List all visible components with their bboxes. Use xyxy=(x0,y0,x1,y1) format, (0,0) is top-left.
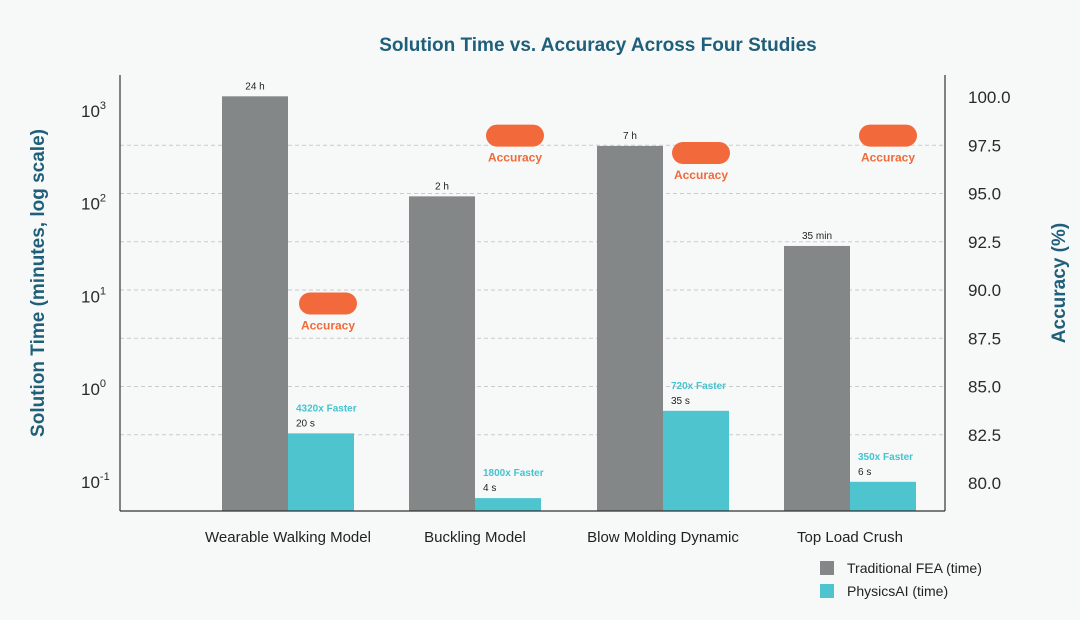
x-category-label: Blow Molding Dynamic xyxy=(587,529,739,546)
bar-value-label: 4 s xyxy=(483,483,496,494)
y-tick-label: 100 xyxy=(81,378,106,399)
speedup-label: 1800x Faster xyxy=(483,468,544,479)
y2-tick-label: 85.0 xyxy=(968,378,1001,397)
y-axis-ticks: 103 102 101 100 10-1 xyxy=(81,100,110,492)
y2-axis-ticks: 100.0 97.5 95.0 92.5 90.0 87.5 85.0 82.5 80.0 xyxy=(968,88,1011,493)
y-tick-label: 103 xyxy=(81,100,106,121)
y2-tick-label: 90.0 xyxy=(968,281,1001,300)
bar-traditional-fea xyxy=(784,245,850,511)
speedup-label: 720x Faster xyxy=(671,381,726,392)
y2-tick-label: 97.5 xyxy=(968,136,1001,155)
x-category-label: Wearable Walking Model xyxy=(205,529,371,546)
bar-value-label: 20 s xyxy=(296,418,315,429)
accuracy-label: Accuracy xyxy=(674,168,728,182)
accuracy-marker xyxy=(859,124,917,147)
x-category-label: Buckling Model xyxy=(424,529,526,546)
bar-value-label: 35 min xyxy=(802,231,832,242)
legend: Traditional FEA (time) PhysicsAI (time) xyxy=(820,560,982,599)
y2-tick-label: 80.0 xyxy=(968,474,1001,493)
y-tick-label: 10-1 xyxy=(81,471,110,492)
y-axis-title: Solution Time (minutes, log scale) xyxy=(28,129,49,437)
bar-traditional-fea xyxy=(597,145,663,511)
bar-value-label: 6 s xyxy=(858,467,871,478)
y2-tick-label: 95.0 xyxy=(968,185,1001,204)
bars xyxy=(222,96,916,511)
y2-tick-label: 82.5 xyxy=(968,426,1001,445)
bar-labels: 24 h 20 s 4320x Faster 2 h 4 s 1800x Faster 7 … xyxy=(245,81,913,494)
accuracy-label: Accuracy xyxy=(488,151,542,165)
accuracy-marker xyxy=(672,141,730,164)
speedup-label: 350x Faster xyxy=(858,452,913,463)
accuracy-marker xyxy=(486,124,544,147)
y2-axis-title: Accuracy (%) xyxy=(1049,223,1070,343)
y2-tick-label: 87.5 xyxy=(968,329,1001,348)
bar-traditional-fea xyxy=(222,96,288,511)
accuracy-markers: Accuracy Accuracy Accuracy Accuracy xyxy=(299,124,917,333)
accuracy-label: Accuracy xyxy=(861,151,915,165)
bar-physicsai xyxy=(288,433,354,511)
y-tick-label: 101 xyxy=(81,285,106,306)
y-tick-label: 102 xyxy=(81,193,106,214)
legend-label: Traditional FEA (time) xyxy=(847,560,982,576)
bar-physicsai xyxy=(663,410,729,511)
x-axis-categories: Wearable Walking Model Buckling Model Blow… xyxy=(205,529,903,546)
accuracy-label: Accuracy xyxy=(301,319,355,333)
legend-swatch xyxy=(820,584,834,598)
bar-value-label: 7 h xyxy=(623,131,637,142)
bar-physicsai xyxy=(475,498,541,511)
bar-value-label: 24 h xyxy=(245,81,264,92)
y2-tick-label: 92.5 xyxy=(968,233,1001,252)
bar-value-label: 35 s xyxy=(671,396,690,407)
bar-value-label: 2 h xyxy=(435,181,449,192)
bar-physicsai xyxy=(850,481,916,511)
legend-swatch xyxy=(820,561,834,575)
chart-title: Solution Time vs. Accuracy Across Four S… xyxy=(379,35,816,56)
accuracy-marker xyxy=(299,292,357,315)
y2-tick-label: 100.0 xyxy=(968,88,1011,107)
legend-label: PhysicsAI (time) xyxy=(847,583,948,599)
bar-traditional-fea xyxy=(409,196,475,511)
speedup-label: 4320x Faster xyxy=(296,403,357,414)
x-category-label: Top Load Crush xyxy=(797,529,903,546)
